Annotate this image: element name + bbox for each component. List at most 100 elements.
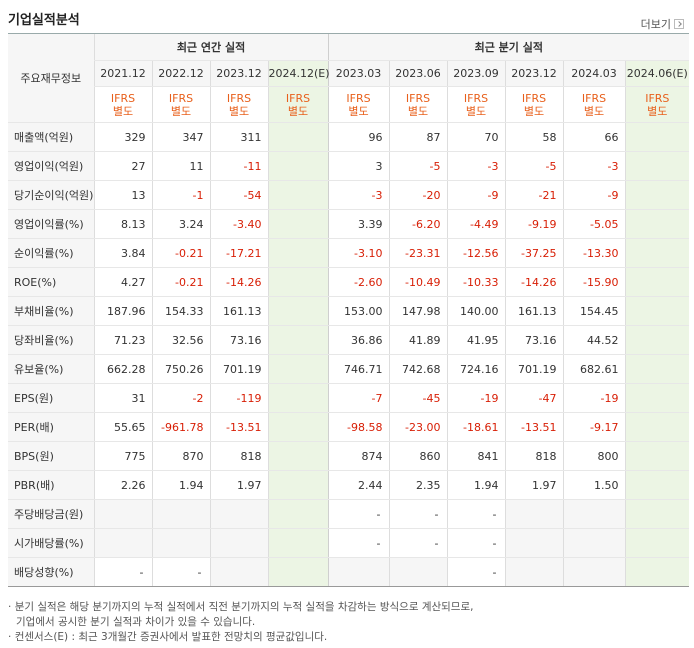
ifrs-basis: 별도: [170, 104, 192, 118]
row-label: 당기순이익(억원): [8, 180, 94, 210]
table-cell: 818: [209, 441, 268, 471]
table-cell: 44.52: [562, 325, 626, 355]
table-cell: -3.10: [327, 238, 390, 268]
period-header: 2023.06: [388, 60, 448, 87]
table-cell: -: [388, 499, 448, 529]
table-row: 영업이익률(%) 8.13 3.24 -3.40 3.39 -6.20 -4.49 -9.19…: [8, 209, 690, 239]
table-cell: -11: [209, 151, 268, 181]
table-cell: -23.00: [388, 412, 448, 442]
table-cell: -20: [388, 180, 448, 210]
table-cell: -5: [388, 151, 448, 181]
table-cell: [209, 528, 268, 558]
table-cell: 8.13: [93, 209, 152, 239]
table-cell: -: [446, 499, 506, 529]
table-cell: 775: [93, 441, 152, 471]
period-header: 2023.09: [446, 60, 506, 87]
table-row: 당기순이익(억원) 13 -1 -54 -3 -20 -9 -21 -9: [8, 180, 690, 210]
table-cell: [624, 383, 690, 413]
table-cell: -37.25: [504, 238, 564, 268]
table-cell: 3.24: [151, 209, 210, 239]
period-header: 2024.06(E): [624, 60, 690, 87]
table-cell: -98.58: [327, 412, 390, 442]
table-cell: -: [388, 528, 448, 558]
table-cell: 154.45: [562, 296, 626, 326]
table-row: 유보율(%) 662.28 750.26 701.19 746.71 742.68 724.…: [8, 354, 690, 384]
ifrs-label: IFRS 별도: [267, 86, 329, 123]
table-cell: 13: [93, 180, 152, 210]
row-label: 당좌비율(%): [8, 325, 94, 355]
table-cell: 329: [93, 122, 152, 152]
table-cell: [624, 267, 690, 297]
table-cell: -2: [151, 383, 210, 413]
table-cell: 2.35: [388, 470, 448, 500]
table-cell: -9: [446, 180, 506, 210]
table-cell: [624, 528, 690, 558]
table-cell: [267, 470, 329, 500]
row-header-label: 주요재무정보: [8, 33, 94, 123]
table-cell: 71.23: [93, 325, 152, 355]
table-cell: 4.27: [93, 267, 152, 297]
table-cell: 36.86: [327, 325, 390, 355]
table-cell: -9: [562, 180, 626, 210]
table-cell: 58: [504, 122, 564, 152]
table-cell: [624, 122, 690, 152]
ifrs-basis: 별도: [465, 104, 487, 118]
row-label: 배당성향(%): [8, 557, 94, 587]
ifrs-standard: IFRS: [581, 91, 607, 105]
table-row: 부채비율(%) 187.96 154.33 161.13 153.00 147.98 140…: [8, 296, 690, 326]
table-cell: 1.94: [446, 470, 506, 500]
row-label: PBR(배): [8, 470, 94, 500]
table-cell: -13.30: [562, 238, 626, 268]
period-header: 2021.12: [93, 60, 152, 87]
table-cell: 347: [151, 122, 210, 152]
row-label: ROE(%): [8, 267, 94, 297]
table-cell: [624, 325, 690, 355]
row-label: EPS(원): [8, 383, 94, 413]
note-3: · 컨센서스(E) : 최근 3개월간 증권사에서 발표한 전망치의 평균값입니…: [8, 631, 328, 643]
ifrs-label: IFRS 별도: [151, 86, 210, 123]
ifrs-basis: 별도: [407, 104, 429, 118]
table-cell: [562, 528, 626, 558]
table-cell: 70: [446, 122, 506, 152]
table-cell: [624, 209, 690, 239]
table-cell: 701.19: [504, 354, 564, 384]
table-cell: [504, 557, 564, 587]
table-cell: [562, 557, 626, 587]
table-cell: 11: [151, 151, 210, 181]
table-cell: -23.31: [388, 238, 448, 268]
ifrs-label: IFRS 별도: [504, 86, 564, 123]
row-label: 영업이익률(%): [8, 209, 94, 239]
period-header: 2024.12(E): [267, 60, 330, 87]
table-cell: [209, 557, 268, 587]
table-cell: -: [151, 557, 210, 587]
quarter-group-header: 최근 분기 실적: [327, 33, 690, 61]
table-cell: [562, 499, 626, 529]
table-row: 시가배당률(%) - - -: [8, 528, 690, 558]
table-row: 영업이익(억원) 27 11 -11 3 -5 -3 -5 -3: [8, 151, 690, 181]
table-row: BPS(원) 775 870 818 874 860 841 818 800: [8, 441, 690, 471]
table-cell: -12.56: [446, 238, 506, 268]
financial-table: 주요재무정보 최근 연간 실적 최근 분기 실적 2021.12 2022.12 2…: [8, 33, 690, 587]
table-cell: [267, 151, 329, 181]
ifrs-standard: IFRS: [463, 91, 489, 105]
table-cell: -47: [504, 383, 564, 413]
table-cell: [267, 499, 329, 529]
table-cell: -9.19: [504, 209, 564, 239]
table-row: PER(배) 55.65 -961.78 -13.51 -98.58 -23.00 -18.…: [8, 412, 690, 442]
table-cell: -14.26: [209, 267, 268, 297]
table-row: PBR(배) 2.26 1.94 1.97 2.44 2.35 1.94 1.97 1.50: [8, 470, 690, 500]
table-cell: 154.33: [151, 296, 210, 326]
ifrs-label: IFRS 별도: [446, 86, 506, 123]
more-link[interactable]: 더보기: [641, 16, 684, 32]
table-cell: 1.94: [151, 470, 210, 500]
ifrs-basis: 별도: [228, 104, 250, 118]
table-cell: 746.71: [327, 354, 390, 384]
ifrs-standard: IFRS: [110, 91, 136, 105]
table-cell: 742.68: [388, 354, 448, 384]
ifrs-standard: IFRS: [346, 91, 371, 105]
table-cell: -17.21: [209, 238, 268, 268]
table-cell: -3: [327, 180, 390, 210]
period-header: 2024.03: [562, 60, 626, 87]
ifrs-standard: IFRS: [645, 91, 670, 105]
table-cell: 41.95: [446, 325, 506, 355]
